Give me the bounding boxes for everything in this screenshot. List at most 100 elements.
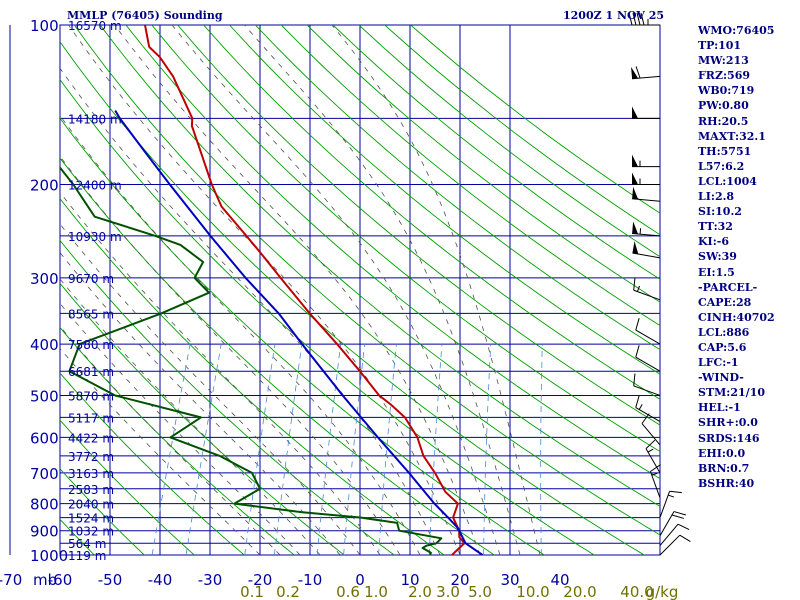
wind-barb bbox=[631, 66, 661, 80]
mixing-ratio-line bbox=[151, 344, 191, 555]
mixing-ratio-label: 20.0 bbox=[563, 583, 596, 600]
temperature-tick-label: -60 bbox=[48, 571, 73, 589]
mixing-ratio-label: 2.0 bbox=[408, 583, 432, 600]
index-item: -WIND- bbox=[698, 371, 744, 385]
index-item: LI:2.8 bbox=[698, 190, 735, 204]
mixing-ratio-label: 0.6 bbox=[336, 583, 360, 600]
mixing-ratio-label: 1.0 bbox=[364, 583, 388, 600]
index-item: KI:-6 bbox=[698, 235, 729, 249]
height-label: 3772 m bbox=[68, 450, 114, 464]
wind-barb bbox=[632, 154, 660, 168]
height-label: 10930 m bbox=[68, 230, 122, 244]
wind-barb bbox=[633, 373, 661, 396]
mixing-ratio-label: 40.0 bbox=[620, 583, 653, 600]
height-label: 12400 m bbox=[68, 179, 122, 193]
height-label: 8565 m bbox=[68, 307, 114, 321]
temperature-tick-label: -20 bbox=[248, 571, 273, 589]
wind-barb bbox=[632, 186, 661, 202]
wind-barb bbox=[659, 523, 690, 546]
moist-adiabat bbox=[60, 114, 421, 555]
pressure-tick-label: 800 bbox=[30, 496, 59, 514]
wind-barb bbox=[649, 464, 661, 498]
wind-barb bbox=[632, 172, 660, 186]
dry-adiabat bbox=[358, 25, 660, 258]
index-item: EHI:0.0 bbox=[698, 446, 746, 460]
index-item: CINH:40702 bbox=[698, 310, 775, 324]
index-item: SRDS:146 bbox=[698, 431, 760, 445]
chart-title: MMLP (76405) Sounding bbox=[67, 9, 223, 22]
dry-adiabat bbox=[99, 25, 660, 507]
moist-adiabat bbox=[60, 251, 341, 555]
pressure-tick-label: 100 bbox=[30, 17, 59, 35]
index-item: WB0:719 bbox=[698, 84, 755, 98]
dry-adiabat bbox=[151, 25, 660, 453]
dry-adiabat bbox=[280, 25, 660, 327]
height-label: 119 m bbox=[68, 549, 106, 563]
height-label: 1524 m bbox=[68, 512, 114, 526]
index-item: CAP:5.6 bbox=[698, 340, 747, 354]
temperature-tick-label: -50 bbox=[98, 571, 123, 589]
index-item: CAPE:28 bbox=[698, 295, 752, 309]
dry-adiabat bbox=[332, 25, 660, 280]
wind-barb bbox=[659, 534, 691, 556]
moist-adiabat bbox=[244, 25, 521, 555]
height-label: 9670 m bbox=[68, 272, 114, 286]
index-item: TP:101 bbox=[698, 39, 742, 53]
index-item: SHR+:0.0 bbox=[698, 416, 758, 430]
index-item: SW:39 bbox=[698, 250, 737, 264]
mixing-ratio-line bbox=[185, 344, 222, 555]
wind-barb bbox=[641, 413, 661, 446]
dry-adiabat bbox=[125, 25, 660, 480]
index-item: WMO:76405 bbox=[698, 24, 775, 37]
wind-barb bbox=[635, 395, 661, 422]
height-label: 5117 m bbox=[68, 411, 114, 425]
wind-barb bbox=[632, 106, 660, 119]
dry-adiabat bbox=[60, 282, 346, 555]
dry-adiabat bbox=[60, 40, 646, 555]
mixing-ratio-label: 5.0 bbox=[468, 583, 492, 600]
moist-adiabat bbox=[60, 223, 361, 555]
wind-barb bbox=[632, 241, 661, 259]
moist-adiabat bbox=[171, 25, 501, 555]
pressure-tick-label: 300 bbox=[30, 270, 59, 288]
height-label: 3163 m bbox=[68, 467, 114, 481]
mixing-ratio-line bbox=[343, 344, 366, 555]
index-item: LCL:1004 bbox=[698, 174, 757, 188]
index-item: EI:1.5 bbox=[698, 265, 735, 279]
pressure-tick-label: 500 bbox=[30, 387, 59, 405]
dry-adiabat bbox=[60, 157, 496, 555]
mixing-ratio-line bbox=[316, 344, 342, 555]
temperature-tick-label: 0 bbox=[355, 571, 365, 589]
dry-adiabat bbox=[203, 25, 660, 400]
temperature-tick-label: -70 bbox=[0, 571, 22, 589]
height-label: 16570 m bbox=[68, 19, 122, 33]
pressure-tick-label: 200 bbox=[30, 177, 59, 195]
height-label: 2040 m bbox=[68, 498, 114, 512]
moist-adiabat bbox=[68, 25, 461, 555]
height-label: 1032 m bbox=[68, 525, 114, 539]
wind-barb bbox=[635, 318, 661, 345]
mixing-ratio-label: g/kg bbox=[646, 583, 679, 600]
index-item: TH:5751 bbox=[698, 144, 752, 158]
wind-barb bbox=[659, 511, 687, 537]
temperature-tick-label: -40 bbox=[148, 571, 173, 589]
dry-adiabat bbox=[60, 326, 296, 555]
mixing-ratio-label: 0.2 bbox=[276, 583, 300, 600]
mixing-ratio-line bbox=[428, 344, 443, 555]
index-item: MW:213 bbox=[698, 54, 749, 68]
pressure-unit-label: mb bbox=[33, 571, 57, 589]
dry-adiabat bbox=[60, 197, 446, 555]
temperature-tick-label: 10 bbox=[400, 571, 419, 589]
temperature-tick-label: -10 bbox=[298, 571, 323, 589]
index-item: LFC:-1 bbox=[698, 356, 739, 370]
pressure-tick-label: 600 bbox=[30, 429, 59, 447]
index-item: -PARCEL- bbox=[698, 280, 758, 294]
mixing-ratio-line bbox=[540, 344, 543, 555]
temperature-tick-label: 40 bbox=[550, 571, 569, 589]
temperature-tick-label: 20 bbox=[450, 571, 469, 589]
mixing-ratio-line bbox=[483, 344, 492, 555]
index-item: HEL:-1 bbox=[698, 401, 741, 415]
index-item: RH:20.5 bbox=[698, 114, 749, 128]
index-item: MAXT:32.1 bbox=[698, 129, 766, 143]
